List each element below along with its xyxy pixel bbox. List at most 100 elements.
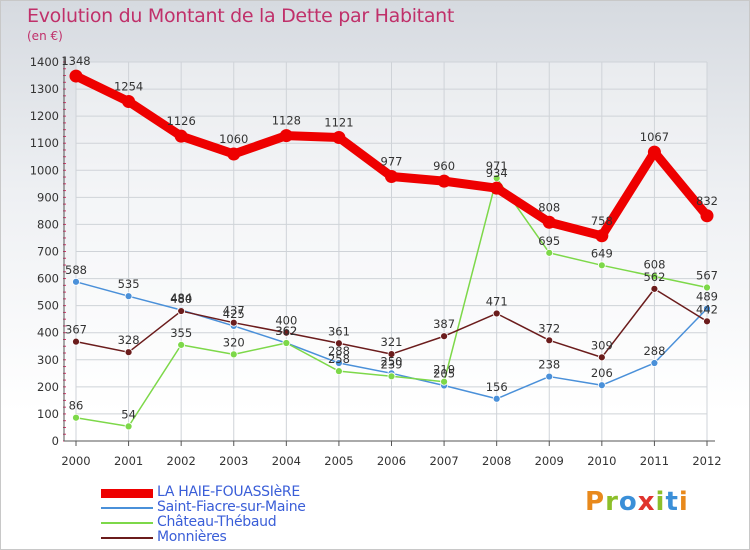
data-label: 1348 [61,54,90,68]
proxiti-logo: Proxiti [585,487,689,517]
data-label: 562 [643,270,665,284]
data-label: 288 [328,344,350,358]
logo-letter: o [618,487,638,517]
y-tick-label: 1400 [30,55,59,69]
data-labels: 588 535 484 425 362 288 250 205 156 238 206 288 489 8… [61,54,718,421]
data-label: 361 [328,324,350,338]
data-label: 977 [381,155,403,169]
y-tick-label: 1100 [30,136,59,150]
legend-label: Château-Thébaud [157,514,277,530]
logo-letter: t [665,487,679,517]
data-point [545,372,554,381]
data-point [229,350,238,359]
y-tick-label: 900 [37,190,59,204]
data-label: 489 [696,290,718,304]
axes: 0 100 200 300 400 500 600 700 800 900 1000 1100 1200… [30,55,722,468]
data-point [650,284,659,293]
y-tick-label: 400 [37,326,59,340]
x-tick-label: 2006 [377,454,406,468]
data-label: 367 [65,323,87,337]
data-point [700,209,714,223]
data-point [597,353,606,362]
x-tick-label: 2005 [324,454,353,468]
data-point [597,261,606,270]
data-point [597,381,606,390]
x-tick-label: 2001 [114,454,143,468]
unit-label: (en €) [27,29,63,43]
logo-letter: x [637,487,656,517]
data-label: 206 [591,366,613,380]
data-point [385,170,398,184]
data-point [227,147,241,161]
logo-letter: i [655,487,666,517]
legend-swatch [101,537,153,539]
data-label: 649 [591,246,613,260]
legend-swatch [101,522,153,524]
data-point [332,131,346,145]
data-label: 387 [433,317,455,331]
y-tick-label: 1200 [30,109,59,123]
data-label: 1060 [219,132,248,146]
data-point [387,350,396,359]
data-point [282,328,291,337]
logo-letter: r [605,487,619,517]
data-label: 320 [223,335,245,349]
legend-swatch [101,489,153,498]
data-label: 608 [643,257,665,271]
data-label: 832 [696,194,718,208]
data-label: 484 [170,291,192,305]
data-point [124,348,133,357]
data-point [650,272,659,281]
legend-label: Monnières [157,529,227,545]
data-point [492,394,501,403]
x-tick-label: 2003 [219,454,248,468]
data-label: 1067 [640,130,669,144]
series-lines [69,69,714,431]
x-tick-label: 2008 [482,454,511,468]
y-tick-label: 200 [37,380,59,394]
data-point [282,339,291,347]
data-point [490,181,504,195]
data-label: 1128 [272,114,301,128]
data-label: 400 [275,314,297,328]
data-label: 535 [118,277,140,291]
data-label: 425 [223,307,245,321]
data-point [229,318,238,327]
data-point [124,292,133,301]
data-point [440,377,448,386]
data-label: 588 [65,263,87,277]
data-label: 328 [118,333,140,347]
data-point [335,359,343,367]
y-tick-label: 800 [37,217,59,231]
data-point [387,372,396,381]
data-point [545,248,554,257]
y-tick-label: 600 [37,272,59,286]
x-tick-label: 2004 [272,454,301,468]
data-label: 205 [433,367,455,381]
data-label: 321 [381,335,403,349]
x-tick-label: 2002 [167,454,196,468]
data-label: 239 [381,357,403,371]
data-label: 1254 [114,80,143,94]
data-label: 960 [433,159,455,173]
y-tick-label: 100 [37,407,59,421]
data-label: 54 [121,407,136,421]
data-point [647,145,661,159]
data-label: 471 [486,294,508,308]
data-label: 288 [643,344,665,358]
data-label: 362 [275,324,297,338]
y-tick-label: 0 [52,434,59,448]
data-point [335,367,343,376]
data-point [440,332,448,341]
data-label: 362 [275,324,297,338]
data-point [174,129,188,143]
data-point [650,359,659,367]
data-point [69,69,83,83]
data-label: 442 [696,302,718,316]
data-label: 437 [223,304,245,318]
data-label: 372 [538,321,560,335]
data-label: 250 [381,354,403,368]
data-label: 156 [486,380,508,394]
data-label: 758 [591,214,613,228]
legend-label: LA HAIE-FOUASSIèRE [157,484,300,500]
